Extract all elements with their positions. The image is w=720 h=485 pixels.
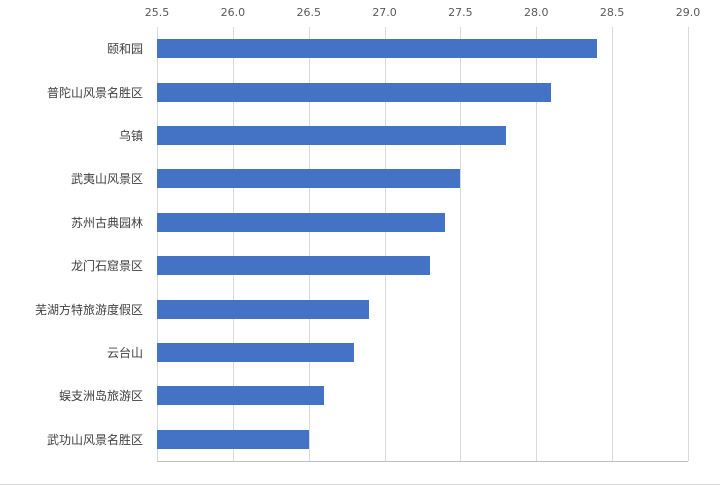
category-label: 云台山 [106, 345, 143, 360]
bar [157, 299, 370, 319]
bar [157, 169, 461, 189]
bar [157, 256, 431, 276]
x-axis-tick-label: 27.0 [372, 6, 397, 19]
x-axis-tick-label: 28.0 [524, 6, 549, 19]
bar-row [157, 418, 688, 461]
bar [157, 125, 506, 145]
gridline [232, 27, 234, 461]
bar [157, 342, 355, 362]
bar-row [157, 70, 688, 113]
bar [157, 82, 552, 102]
category-label: 普陀山风景名胜区 [46, 85, 143, 100]
category-label: 苏州古典园林 [70, 215, 143, 230]
category-label: 芜湖方特旅游度假区 [34, 302, 143, 317]
bar [157, 386, 324, 406]
x-axis-tick-label: 28.5 [599, 6, 625, 19]
bar-row [157, 244, 688, 287]
bar-row [157, 157, 688, 200]
x-axis-tick-label: 26.0 [220, 6, 246, 19]
category-label: 龙门石窟景区 [70, 259, 143, 274]
x-axis-tick-label: 27.5 [448, 6, 473, 19]
x-axis: 25.5 26.0 26.5 27.0 27.5 28.0 28.5 29.0 [145, 6, 701, 22]
bar-row [157, 331, 688, 374]
bar [157, 212, 446, 232]
gridline [308, 27, 310, 461]
bar-row [157, 201, 688, 244]
bar-row [157, 27, 688, 70]
category-label: 蜈支洲岛旅游区 [58, 389, 143, 404]
gridline [384, 27, 386, 461]
plot-area [157, 27, 689, 462]
category-label: 武夷山风景区 [70, 172, 143, 187]
x-axis-tick-label: 25.5 [144, 6, 170, 19]
category-label: 武功山风景名胜区 [46, 432, 143, 447]
y-axis-category-labels: 颐和园普陀山风景名胜区乌镇武夷山风景区 苏州古典园林 龙门石窟景区芜湖方特旅游度假区… [0, 27, 150, 461]
gridline [688, 27, 689, 461]
bar [157, 39, 597, 59]
bar-row [157, 287, 688, 330]
gridline [460, 27, 462, 461]
x-axis-tick-label: 26.5 [296, 6, 321, 19]
category-label: 颐和园 [106, 42, 143, 57]
x-axis-tick-label: 29.0 [675, 6, 701, 19]
gridline [612, 27, 614, 461]
gridline [157, 27, 158, 461]
bar-row [157, 374, 688, 417]
bar [157, 429, 309, 449]
gridline [536, 27, 538, 461]
bar-row [157, 114, 688, 157]
category-label: 乌镇 [118, 128, 143, 143]
